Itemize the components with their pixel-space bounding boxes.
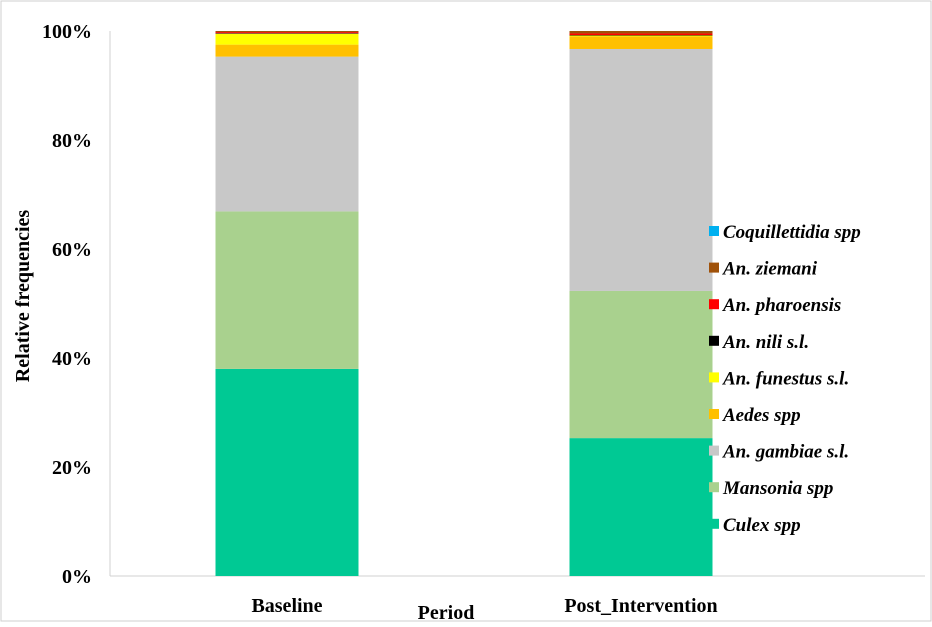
bar-segment-baseline-5: [215, 33, 359, 34]
legend-swatch: [709, 226, 719, 236]
legend-swatch: [709, 299, 719, 310]
legend-swatch: [709, 372, 719, 383]
bar-segment-baseline-6: [215, 32, 359, 34]
legend-label: Aedes spp: [722, 405, 801, 426]
legend-label: An. nili s.l.: [722, 332, 809, 353]
x-axis-title: Period: [418, 602, 475, 622]
bar-segment-baseline-2: [215, 56, 359, 212]
legend-swatch: [709, 518, 719, 529]
y-axis: 0% 20% 40% 60% 80% 100%: [42, 21, 111, 588]
legend-swatch: [709, 335, 719, 346]
bar-segment-post-intervention-2: [569, 48, 713, 291]
bar-segment-baseline-4: [215, 33, 359, 45]
y-tick-label: 100%: [42, 21, 92, 43]
bar-segment-baseline-3: [215, 44, 359, 57]
y-tick-label: 60%: [52, 239, 92, 261]
legend: Coquillettidia spp An. ziemani An. pharoen…: [709, 222, 861, 536]
legend-label: Mansonia spp: [722, 478, 833, 499]
bar-segment-post-intervention-3: [569, 36, 713, 49]
legend-swatch: [709, 445, 719, 456]
bars: [215, 31, 713, 576]
legend-label: An. funestus s.l.: [722, 368, 849, 389]
bar-segment-post-intervention-4: [569, 35, 713, 37]
bar-segment-baseline-7: [215, 31, 359, 33]
bar-segment-post-intervention-1: [569, 290, 713, 439]
bar-segment-post-intervention-5: [569, 35, 713, 36]
legend-label: An. ziemani: [722, 259, 818, 280]
legend-swatch: [709, 262, 719, 273]
y-tick-label: 40%: [52, 348, 92, 370]
bar-segment-post-intervention-7: [569, 31, 713, 34]
x-category-label: Baseline: [251, 595, 322, 617]
x-category-label: Post_Intervention: [564, 595, 717, 617]
legend-label: An. gambiae s.l.: [722, 442, 849, 463]
x-axis: Baseline Post_Intervention: [110, 575, 925, 617]
y-axis-title: Relative frequencies: [12, 210, 34, 383]
legend-swatch: [709, 409, 719, 419]
legend-label: Coquillettidia spp: [723, 222, 861, 243]
bar-segment-baseline-1: [215, 211, 359, 369]
y-tick-label: 0%: [62, 566, 92, 588]
bar-segment-baseline-0: [215, 368, 359, 576]
legend-label: An. pharoensis: [722, 295, 841, 316]
legend-label: Culex spp: [723, 515, 801, 536]
bar-segment-post-intervention-0: [569, 438, 713, 576]
y-tick-label: 80%: [52, 130, 92, 152]
bar-segment-post-intervention-6: [569, 33, 713, 36]
y-tick-label: 20%: [52, 457, 92, 479]
legend-swatch: [709, 482, 719, 493]
